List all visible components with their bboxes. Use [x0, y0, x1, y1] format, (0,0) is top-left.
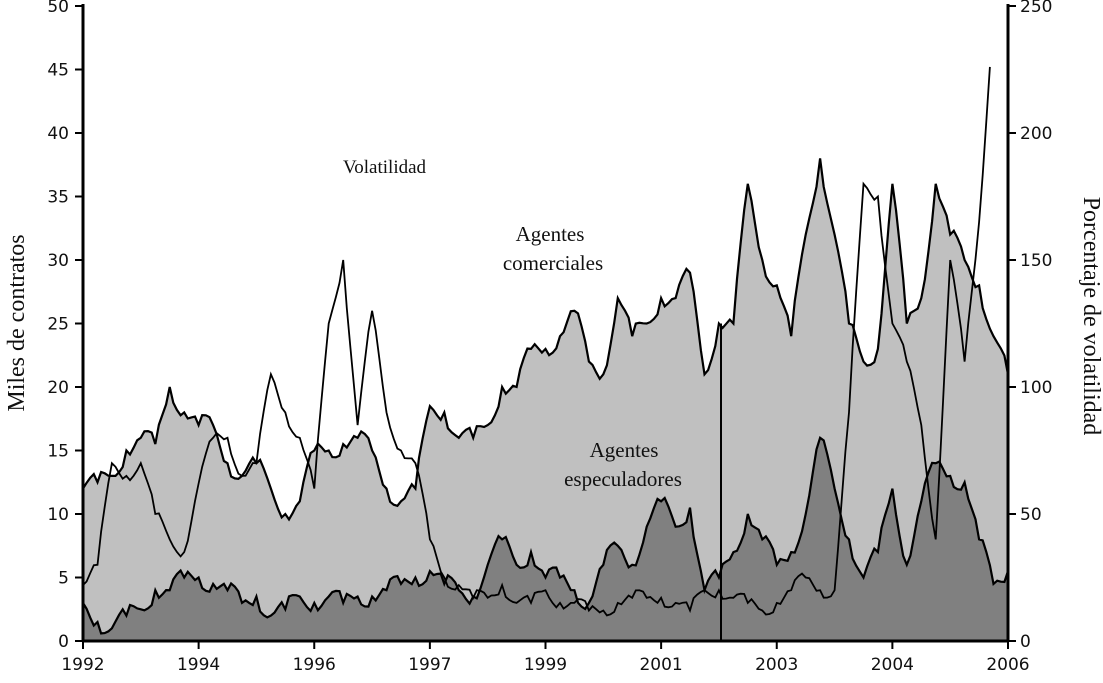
y-tick-label-left: 15 — [47, 442, 69, 462]
y-tick-label-right: 0 — [1020, 632, 1031, 652]
plot-lines — [82, 66, 1010, 641]
x-tick-label: 1999 — [524, 655, 567, 675]
y-tick-label-left: 45 — [47, 61, 69, 81]
x-tick-label: 2004 — [871, 655, 914, 675]
y-tick-label-left: 50 — [47, 0, 69, 17]
x-tick-label: 1992 — [61, 655, 104, 675]
x-tick-label: 1997 — [408, 655, 451, 675]
x-tick-label: 2001 — [639, 655, 682, 675]
y-tick-label-left: 5 — [58, 569, 69, 589]
y-axis-label-right: Porcentaje de volatilidad — [1078, 197, 1103, 436]
y-tick-label-left: 25 — [47, 315, 69, 335]
annotation-speculators-line2: especuladores — [564, 467, 682, 491]
y-tick-label-right: 100 — [1020, 378, 1052, 398]
y-axis-label-left: Miles de contratos — [4, 234, 30, 411]
annotation-commercial-line1: Agentes — [516, 222, 585, 246]
area-agentes-especuladores — [83, 437, 1008, 641]
x-tick-label: 1994 — [177, 655, 220, 675]
line-volatilidad — [82, 66, 991, 617]
y-tick-label-left: 0 — [58, 632, 69, 652]
annotation-commercial-line2: comerciales — [503, 251, 603, 275]
x-tick-label: 1996 — [293, 655, 336, 675]
x-tick-label: 2006 — [986, 655, 1029, 675]
line-agentes-especuladores — [82, 436, 1010, 635]
area-agentes-comerciales — [83, 158, 1008, 641]
annotation-speculators-line1: Agentes — [590, 438, 659, 462]
axis-ticks: 1992 1994 1996 1997 1999 2001 2003 2004 2006 0 5 10… — [47, 0, 1052, 675]
x-tick-label: 2003 — [755, 655, 798, 675]
y-tick-label-left: 40 — [47, 124, 69, 144]
y-tick-label-left: 35 — [47, 188, 69, 208]
annotation-volatility: Volatilidad — [343, 157, 427, 178]
y-tick-label-right: 200 — [1020, 124, 1052, 144]
y-tick-label-right: 150 — [1020, 251, 1052, 271]
y-tick-label-left: 20 — [47, 378, 69, 398]
y-tick-label-left: 10 — [47, 505, 69, 525]
plot-areas — [83, 158, 1008, 641]
y-tick-label-left: 30 — [47, 251, 69, 271]
y-tick-label-right: 250 — [1020, 0, 1052, 17]
y-tick-label-right: 50 — [1020, 505, 1042, 525]
